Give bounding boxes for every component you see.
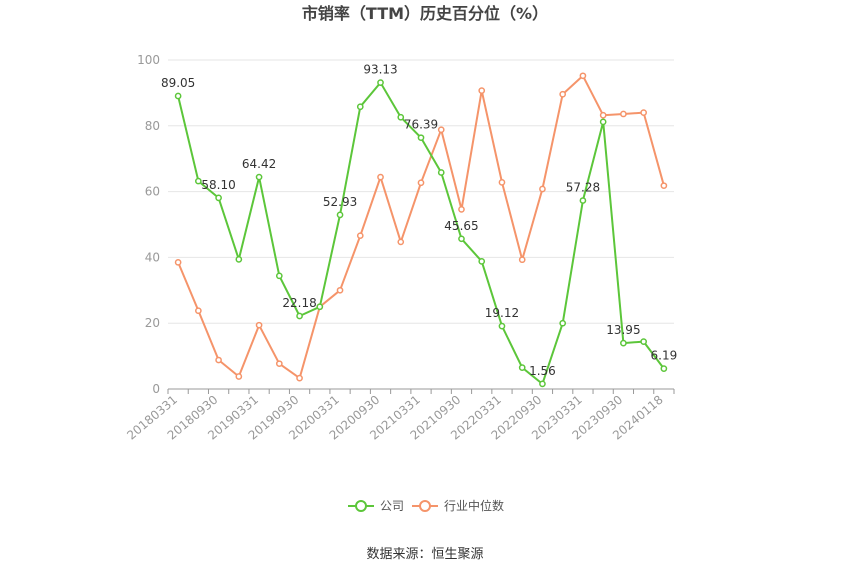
data-point[interactable] <box>235 256 243 263</box>
series-layer <box>174 72 668 388</box>
legend-marker-company <box>355 500 367 512</box>
y-tick-label: 20 <box>145 316 160 330</box>
y-tick-label: 0 <box>152 382 160 396</box>
data-point[interactable] <box>518 364 526 371</box>
data-point[interactable] <box>356 103 364 111</box>
data-point[interactable] <box>235 373 243 380</box>
data-point[interactable] <box>579 72 587 80</box>
data-label: 52.93 <box>323 195 357 209</box>
y-tick-label: 60 <box>145 185 160 199</box>
data-label: 1.56 <box>529 364 556 378</box>
data-point[interactable] <box>336 211 344 219</box>
data-point[interactable] <box>660 365 668 372</box>
data-point[interactable] <box>417 179 425 187</box>
data-label: 57.28 <box>566 181 600 195</box>
data-point[interactable] <box>579 197 587 204</box>
y-tick-label: 80 <box>145 119 160 133</box>
data-point[interactable] <box>336 286 344 294</box>
series-industry-median <box>174 72 668 382</box>
data-label: 58.10 <box>201 178 235 192</box>
data-point[interactable] <box>215 194 222 202</box>
legend-marker-industry <box>419 500 431 512</box>
data-point[interactable] <box>275 272 283 280</box>
data-label: 89.05 <box>161 76 195 90</box>
data-point[interactable] <box>640 109 647 116</box>
data-label: 13.95 <box>606 323 640 337</box>
data-point[interactable] <box>620 339 627 347</box>
y-axis: 0 20 40 60 80 100 <box>137 53 160 396</box>
data-point[interactable] <box>437 169 445 176</box>
data-point[interactable] <box>478 257 486 265</box>
data-point[interactable] <box>539 185 546 193</box>
data-point[interactable] <box>316 303 324 311</box>
data-point[interactable] <box>275 360 283 368</box>
y-tick-label: 100 <box>137 53 160 67</box>
data-point[interactable] <box>215 356 222 364</box>
data-point[interactable] <box>174 258 182 266</box>
data-point[interactable] <box>660 182 668 190</box>
data-point[interactable] <box>559 90 567 98</box>
data-label: 93.13 <box>363 63 397 77</box>
data-label: 22.18 <box>282 296 316 310</box>
data-label: 6.19 <box>651 349 678 363</box>
data-point[interactable] <box>498 322 506 330</box>
data-point[interactable] <box>377 79 384 86</box>
data-point[interactable] <box>377 173 384 181</box>
legend: 公司 行业中位数 <box>348 498 504 513</box>
data-point[interactable] <box>397 113 405 121</box>
data-point[interactable] <box>195 307 202 315</box>
data-label: 64.42 <box>242 157 276 171</box>
legend-item-company[interactable]: 公司 <box>348 499 404 513</box>
data-point[interactable] <box>255 173 263 181</box>
chart-title: 市销率（TTM）历史百分位（%） <box>302 4 548 23</box>
legend-label-industry: 行业中位数 <box>444 498 504 513</box>
data-point[interactable] <box>518 256 526 264</box>
legend-label-company: 公司 <box>380 499 404 513</box>
data-point[interactable] <box>195 177 202 185</box>
legend-item-industry-median[interactable]: 行业中位数 <box>412 498 504 513</box>
data-point[interactable] <box>478 87 486 94</box>
data-point[interactable] <box>640 338 647 345</box>
data-point[interactable] <box>458 235 465 243</box>
series-company <box>174 79 668 388</box>
data-point[interactable] <box>539 380 546 388</box>
data-source: 数据来源：恒生聚源 <box>366 547 483 562</box>
data-point[interactable] <box>417 134 425 142</box>
data-label: 45.65 <box>444 219 478 233</box>
data-point[interactable] <box>599 111 607 119</box>
data-point[interactable] <box>437 126 445 134</box>
data-point[interactable] <box>356 232 364 240</box>
data-label: 19.12 <box>485 306 519 320</box>
data-point[interactable] <box>296 312 303 320</box>
x-axis: 2018033120180930201903312019093020200331… <box>124 388 675 443</box>
data-point[interactable] <box>397 238 405 246</box>
data-point[interactable] <box>498 179 506 186</box>
data-point[interactable] <box>458 206 465 213</box>
data-point[interactable] <box>599 118 607 126</box>
data-point[interactable] <box>620 110 627 118</box>
data-point[interactable] <box>174 92 182 100</box>
data-label: 76.39 <box>404 118 438 132</box>
y-tick-label: 40 <box>145 250 160 264</box>
data-labels: 89.05 58.10 64.42 22.18 52.93 93.13 76.39 45.65… <box>161 63 677 378</box>
data-point[interactable] <box>296 374 303 382</box>
data-point[interactable] <box>255 321 263 329</box>
grid <box>168 59 674 324</box>
data-point[interactable] <box>559 319 567 327</box>
